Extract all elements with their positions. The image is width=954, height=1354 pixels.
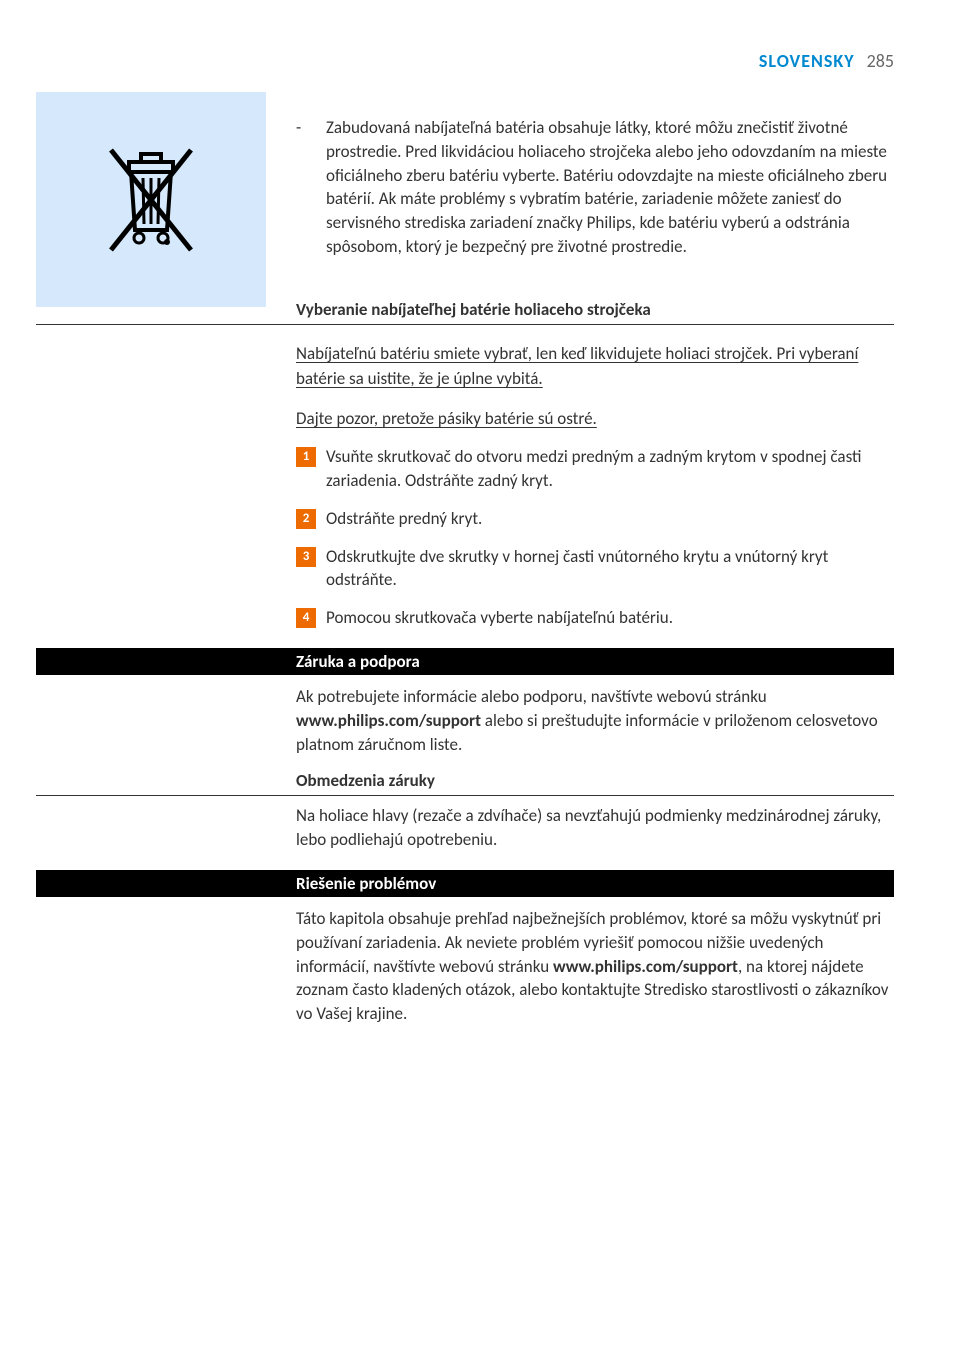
section2-content: Ak potrebujete informácie alebo podporu,… xyxy=(296,685,894,791)
page-number: 285 xyxy=(867,50,894,72)
icon-box xyxy=(36,92,266,307)
divider-2 xyxy=(36,795,894,796)
step-text: Odskrutkujte dve skrutky v hornej časti … xyxy=(326,545,894,593)
section2-sub-content: Na holiace hlavy (rezače a zdvíhače) sa … xyxy=(296,804,894,852)
section-heading-battery: Vyberanie nabíjateľhej batérie holiaceho… xyxy=(296,299,894,320)
language-label: SLOVENSKY xyxy=(759,50,855,72)
black-heading-troubleshoot: Riešenie problémov xyxy=(36,870,894,897)
warranty-text: Ak potrebujete informácie alebo podporu,… xyxy=(296,685,894,756)
divider-1 xyxy=(36,324,894,325)
intro-text: Zabudovaná nabíjateľná batéria obsahuje … xyxy=(326,116,894,259)
step-number: 3 xyxy=(296,547,316,567)
step-item: 2 Odstráňte predný kryt. xyxy=(296,507,894,531)
limitations-text: Na holiace hlavy (rezače a zdvíhače) sa … xyxy=(296,804,894,852)
step-text: Vsuňte skrutkovač do otvoru medzi predný… xyxy=(326,445,894,493)
step-item: 4 Pomocou skrutkovača vyberte nabíjateľn… xyxy=(296,606,894,630)
troubleshoot-text: Táto kapitola obsahuje prehľad najbežnej… xyxy=(296,907,894,1026)
left-column xyxy=(36,92,276,324)
support-link: www.philips.com/support xyxy=(296,710,481,731)
no-dispose-bin-icon xyxy=(101,140,201,260)
step-item: 1 Vsuňte skrutkovač do otvoru medzi pred… xyxy=(296,445,894,493)
step-item: 3 Odskrutkujte dve skrutky v hornej čast… xyxy=(296,545,894,593)
warranty-text-before: Ak potrebujete informácie alebo podporu,… xyxy=(296,686,767,707)
step-text: Odstráňte predný kryt. xyxy=(326,507,894,531)
step-text: Pomocou skrutkovača vyberte nabíjateľnú … xyxy=(326,606,894,630)
dash-bullet: - xyxy=(296,116,326,259)
step-number: 2 xyxy=(296,509,316,529)
step-number: 1 xyxy=(296,447,316,467)
steps-list: 1 Vsuňte skrutkovač do otvoru medzi pred… xyxy=(296,445,894,630)
underlined-warning-2: Dajte pozor, pretože pásiky batérie sú o… xyxy=(296,406,894,432)
black-heading-warranty: Záruka a podpora xyxy=(36,648,894,675)
right-column: - Zabudovaná nabíjateľná batéria obsahuj… xyxy=(276,92,894,324)
content-wrapper: - Zabudovaná nabíjateľná batéria obsahuj… xyxy=(0,92,954,324)
underlined-warning-1: Nabíjateľnú batériu smiete vybrať, len k… xyxy=(296,341,894,392)
support-link-2: www.philips.com/support xyxy=(553,956,738,977)
intro-paragraph: - Zabudovaná nabíjateľná batéria obsahuj… xyxy=(296,116,894,259)
page-header: SLOVENSKY 285 xyxy=(0,0,954,92)
section1-content: Nabíjateľnú batériu smiete vybrať, len k… xyxy=(296,341,894,630)
sub-heading-limitations: Obmedzenia záruky xyxy=(296,770,894,791)
full-width-section: Nabíjateľnú batériu smiete vybrať, len k… xyxy=(0,324,954,1026)
step-number: 4 xyxy=(296,608,316,628)
section3-content: Táto kapitola obsahuje prehľad najbežnej… xyxy=(296,907,894,1026)
